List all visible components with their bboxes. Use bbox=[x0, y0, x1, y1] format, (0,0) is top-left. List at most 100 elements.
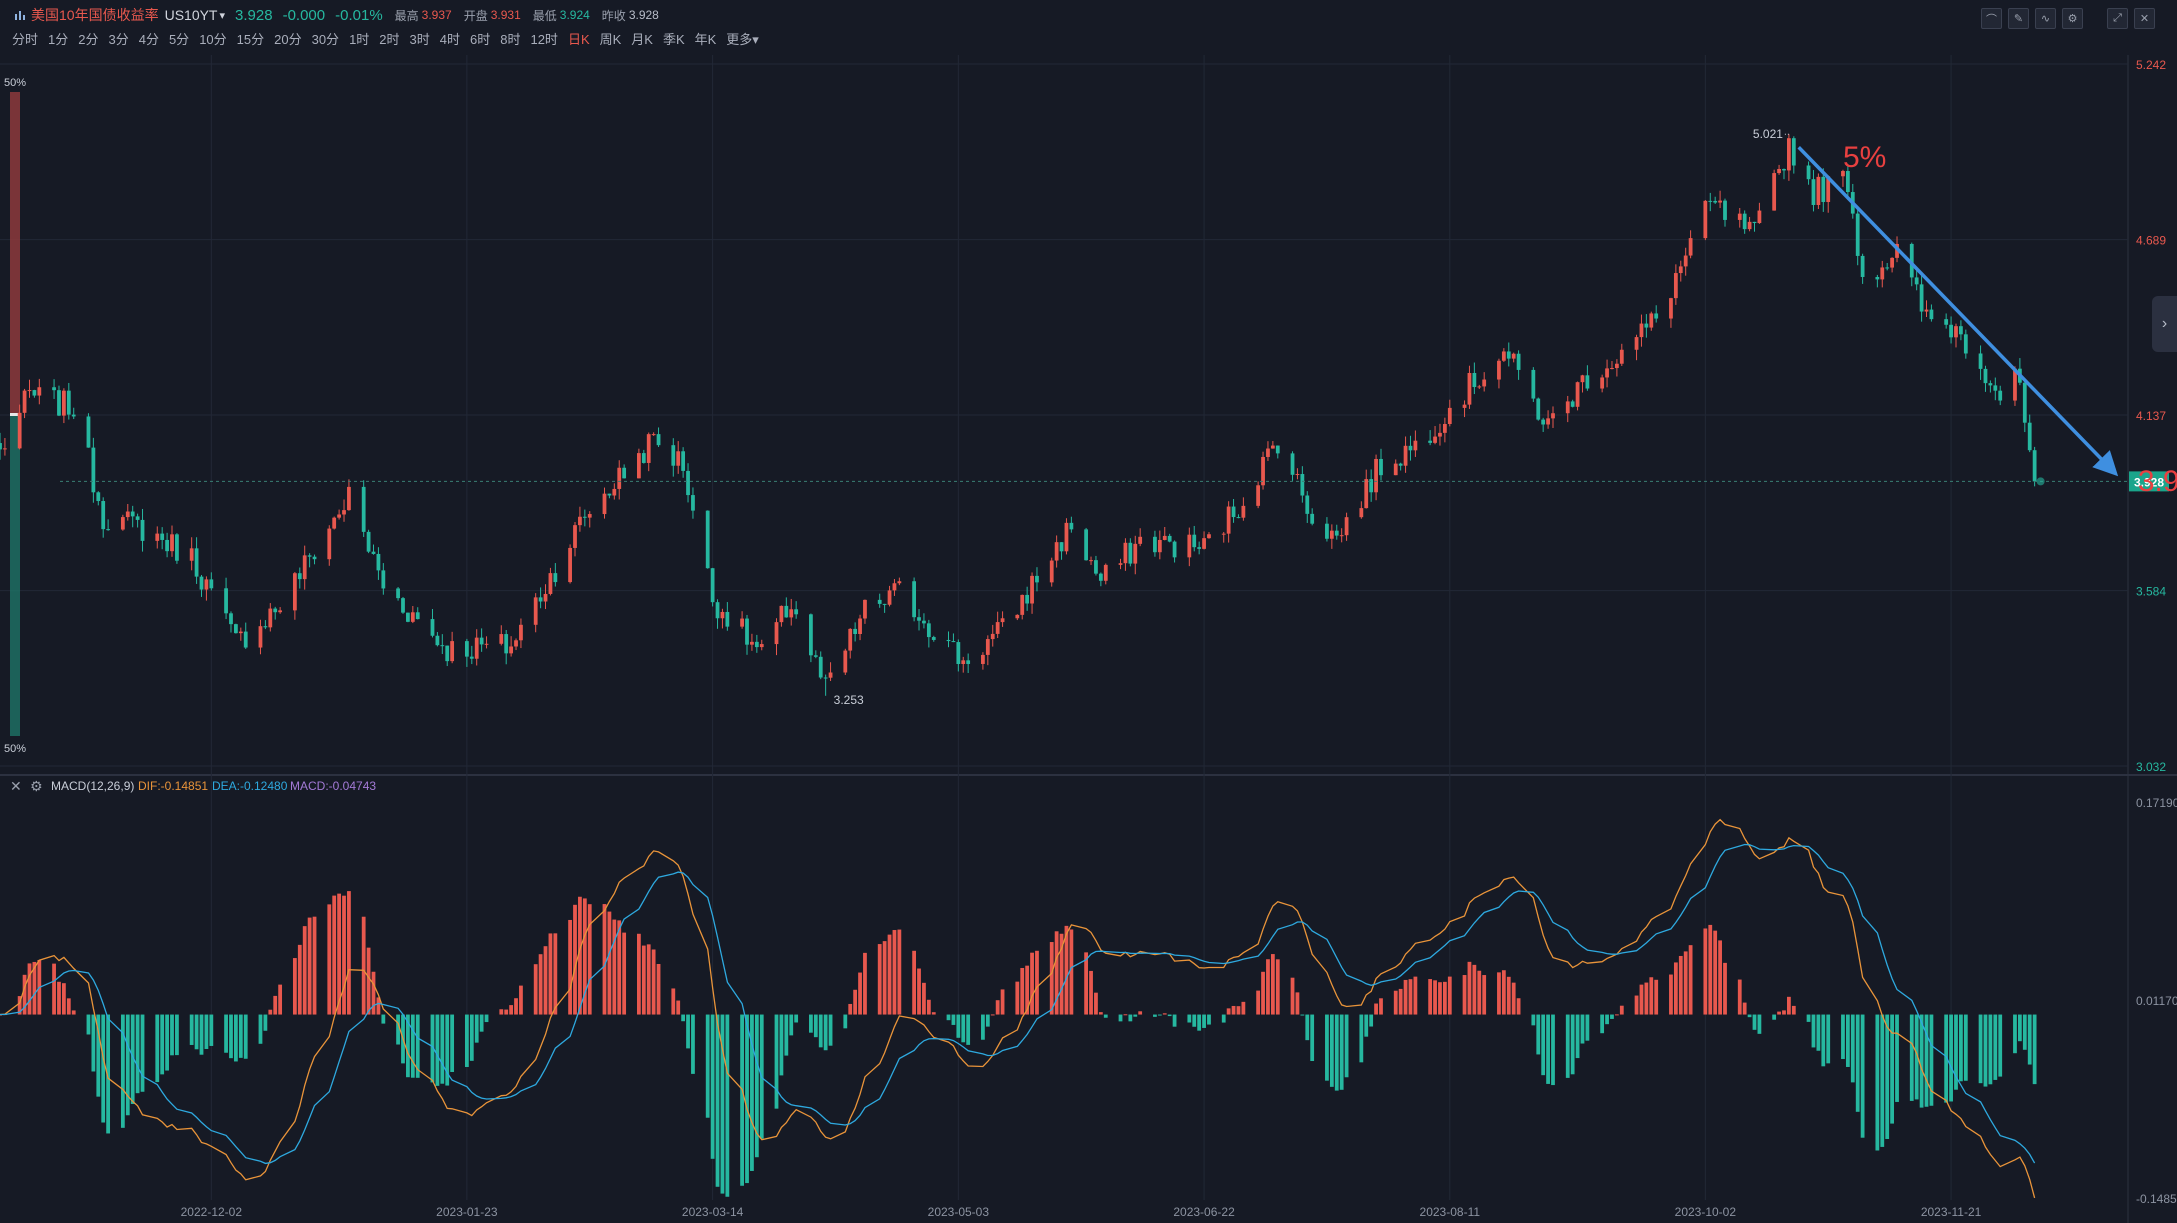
period-9[interactable]: 30分 bbox=[311, 32, 340, 47]
ticker-dropdown-icon[interactable]: ▾ bbox=[219, 9, 226, 22]
period-7[interactable]: 15分 bbox=[236, 32, 265, 47]
macd-histogram-bar bbox=[61, 983, 66, 1015]
candle-body bbox=[1708, 200, 1713, 202]
draw-icon[interactable]: ✎ bbox=[2008, 8, 2029, 29]
candle-body bbox=[676, 451, 681, 466]
collapse-panel-button[interactable]: › bbox=[2152, 296, 2177, 352]
candle bbox=[1054, 535, 1059, 568]
period-6[interactable]: 10分 bbox=[199, 32, 227, 47]
line-chart-icon[interactable]: ⌒ bbox=[1981, 8, 2002, 29]
macd-histogram-bar bbox=[1403, 979, 1408, 1015]
candle bbox=[1035, 567, 1039, 592]
candle bbox=[553, 563, 558, 587]
macd-histogram-bar bbox=[27, 963, 32, 1015]
candle-body bbox=[1290, 453, 1295, 475]
macd-histogram-bar bbox=[1325, 1014, 1329, 1081]
period-21[interactable]: 年K bbox=[694, 32, 717, 47]
x-tick-2: 2023-03-14 bbox=[682, 1205, 744, 1219]
period-11[interactable]: 2时 bbox=[379, 32, 400, 47]
candle-body bbox=[1860, 255, 1865, 277]
candle-body bbox=[568, 547, 572, 583]
candle bbox=[1782, 168, 1786, 180]
candle-body bbox=[1516, 353, 1521, 370]
candle-body bbox=[1221, 533, 1226, 535]
candle-body bbox=[1497, 360, 1501, 380]
period-4[interactable]: 4分 bbox=[138, 32, 159, 47]
candle bbox=[1467, 365, 1472, 409]
macd-histogram-bar bbox=[1718, 940, 1722, 1015]
period-1[interactable]: 1分 bbox=[48, 32, 69, 47]
candle bbox=[1049, 557, 1054, 587]
macd-histogram-bar bbox=[818, 1014, 823, 1048]
x-tick-0: 2022-12-02 bbox=[181, 1205, 243, 1219]
candle-body bbox=[931, 637, 936, 640]
candle bbox=[809, 613, 813, 663]
macd-histogram-bar bbox=[691, 1014, 695, 1074]
candle bbox=[705, 510, 710, 569]
period-19[interactable]: 月K bbox=[631, 32, 653, 47]
candle bbox=[1845, 164, 1850, 200]
period-16[interactable]: 12时 bbox=[530, 32, 558, 47]
macd-dea-label: DEA:-0.12480 bbox=[212, 779, 288, 793]
candle-body bbox=[843, 650, 848, 673]
macd-histogram-bar bbox=[1192, 1014, 1197, 1027]
settings-icon[interactable]: ⚙ bbox=[2062, 8, 2083, 29]
candle bbox=[307, 553, 312, 568]
candle bbox=[1546, 410, 1550, 429]
candle bbox=[57, 385, 61, 417]
candle-body bbox=[1403, 445, 1408, 466]
ticker-name[interactable]: 美国10年国债收益率 bbox=[31, 7, 159, 23]
period-15[interactable]: 8时 bbox=[500, 32, 521, 47]
candle bbox=[1094, 555, 1098, 576]
period-8[interactable]: 20分 bbox=[274, 32, 302, 47]
period-5[interactable]: 5分 bbox=[168, 32, 190, 47]
candle bbox=[204, 576, 209, 601]
candle bbox=[120, 514, 125, 531]
macd-y-tick-1: 0.01170 bbox=[2136, 994, 2177, 1008]
candle-body bbox=[1207, 534, 1211, 539]
high-value: 3.937 bbox=[421, 8, 452, 22]
candle bbox=[1673, 264, 1678, 305]
macd-histogram-bar bbox=[887, 934, 892, 1015]
fullscreen-icon[interactable]: ⤢ bbox=[2107, 8, 2128, 29]
macd-histogram-bar bbox=[1000, 989, 1005, 1015]
candle bbox=[1860, 253, 1865, 284]
macd-histogram-bar bbox=[1737, 979, 1742, 1015]
period-12[interactable]: 3时 bbox=[409, 32, 430, 47]
period-2[interactable]: 2分 bbox=[78, 32, 99, 47]
candle-body bbox=[1885, 267, 1890, 269]
period-3[interactable]: 3分 bbox=[108, 32, 129, 47]
period-20[interactable]: 季K bbox=[662, 32, 685, 47]
macd-histogram-bar bbox=[966, 1014, 971, 1045]
candle-body bbox=[1098, 573, 1103, 581]
macd-histogram-bar bbox=[1639, 984, 1644, 1015]
candle bbox=[1600, 374, 1605, 393]
candle-body bbox=[641, 453, 646, 463]
period-10[interactable]: 1时 bbox=[349, 32, 370, 47]
close-icon[interactable]: ✕ bbox=[2134, 8, 2155, 29]
candle-body bbox=[57, 390, 61, 416]
indicator-icon[interactable]: ∿ bbox=[2035, 8, 2056, 29]
macd-histogram-bar bbox=[646, 944, 651, 1015]
period-14[interactable]: 6时 bbox=[470, 32, 491, 47]
macd-histogram-bar bbox=[1511, 982, 1516, 1015]
macd-histogram-bar bbox=[1359, 1014, 1364, 1063]
macd-histogram-bar bbox=[1138, 1011, 1143, 1015]
macd-histogram-bar bbox=[1030, 952, 1034, 1015]
candle-body bbox=[484, 643, 489, 645]
period-17[interactable]: 日K bbox=[567, 32, 590, 47]
candle-body bbox=[302, 555, 307, 580]
candle-body bbox=[607, 493, 612, 496]
period-13[interactable]: 4时 bbox=[439, 32, 460, 47]
candle bbox=[1256, 481, 1261, 509]
macd-histogram-bar bbox=[52, 963, 56, 1015]
candle bbox=[1914, 269, 1919, 291]
period-18[interactable]: 周K bbox=[599, 32, 622, 47]
period-22[interactable]: 更多▾ bbox=[726, 32, 759, 47]
macd-histogram-bar bbox=[406, 1014, 410, 1078]
macd-histogram-bar bbox=[1649, 977, 1654, 1015]
ticker-code[interactable]: US10YT bbox=[164, 7, 218, 23]
candle bbox=[691, 487, 695, 519]
period-0[interactable]: 分时 bbox=[12, 32, 39, 47]
